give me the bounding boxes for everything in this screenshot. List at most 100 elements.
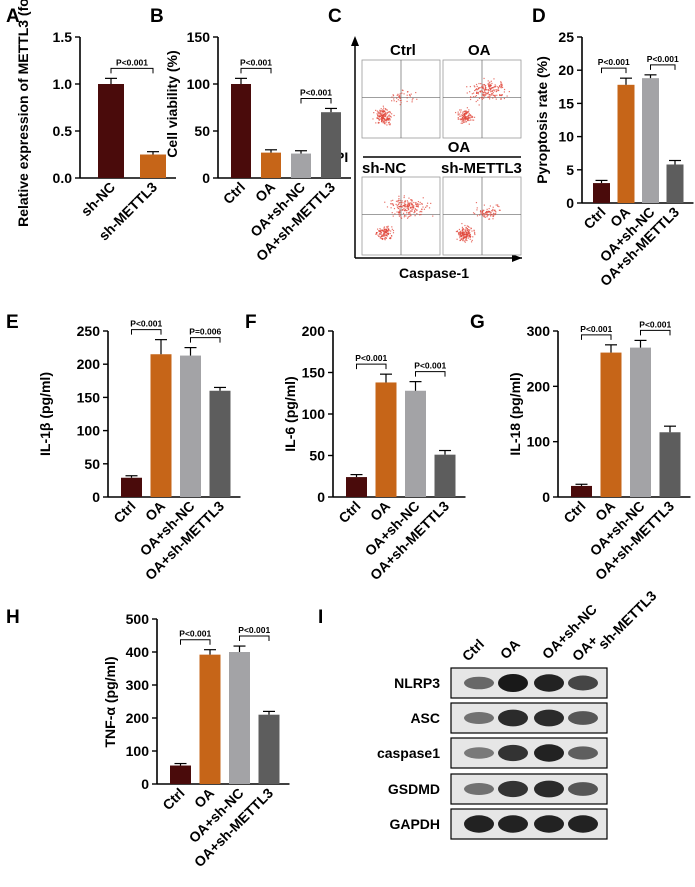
flow-event-dot	[487, 84, 490, 87]
flow-event-dot	[463, 116, 465, 118]
flow-event-dot	[422, 197, 424, 199]
flow-event-dot	[396, 94, 398, 97]
flow-event-dot	[466, 235, 468, 237]
flow-event-dot	[384, 234, 386, 236]
flow-event-dot	[396, 205, 398, 207]
flow-event-dot	[489, 86, 491, 88]
flow-event-dot	[408, 205, 410, 207]
flow-x-axis-label: Caspase-1	[399, 265, 469, 281]
flow-event-dot	[466, 86, 468, 88]
flow-event-dot	[461, 228, 464, 230]
flow-event-dot	[405, 205, 407, 208]
flow-event-dot	[473, 85, 475, 87]
flow-event-dot	[397, 99, 399, 101]
flow-group-label: OA	[448, 139, 471, 156]
flow-event-dot	[389, 119, 391, 121]
flow-event-dot	[388, 111, 390, 113]
bar	[659, 432, 681, 497]
flow-event-dot	[486, 208, 488, 210]
flow-event-dot	[406, 200, 408, 202]
flow-event-dot	[389, 118, 391, 120]
flow-event-dot	[375, 233, 377, 235]
flow-event-dot	[375, 109, 377, 111]
flow-event-dot	[411, 200, 413, 202]
flow-event-dot	[462, 232, 464, 234]
flow-event-dot	[485, 93, 487, 95]
flow-event-dot	[380, 110, 383, 112]
flow-event-dot	[492, 208, 494, 211]
flow-event-dot	[381, 235, 383, 237]
flow-event-dot	[469, 117, 471, 119]
flow-event-dot	[470, 227, 472, 229]
flow-event-dot	[479, 210, 482, 212]
flow-event-dot	[384, 111, 386, 113]
flow-event-dot	[465, 239, 467, 241]
flow-event-dot	[406, 100, 408, 103]
flow-event-dot	[465, 236, 467, 238]
flow-event-dot	[464, 115, 466, 117]
flow-event-dot	[373, 112, 375, 114]
flow-event-dot	[491, 82, 493, 85]
flow-event-dot	[479, 210, 482, 213]
flow-event-dot	[493, 94, 495, 97]
flow-event-dot	[508, 90, 510, 93]
y-tick-label: 200	[527, 378, 551, 394]
flow-event-dot	[409, 212, 411, 214]
flow-event-dot	[486, 211, 489, 213]
flow-event-dot	[466, 117, 468, 120]
flow-event-dot	[413, 212, 415, 214]
flow-event-dot	[482, 87, 484, 89]
y-tick-label: 0	[566, 195, 574, 211]
flow-event-dot	[385, 118, 388, 120]
flow-event-dot	[399, 209, 401, 211]
bar	[642, 78, 659, 203]
flow-event-dot	[465, 234, 467, 236]
flow-event-dot	[426, 202, 429, 204]
flow-event-dot	[398, 211, 400, 213]
flow-event-dot	[386, 229, 388, 232]
flow-event-dot	[475, 100, 477, 103]
flow-event-dot	[414, 208, 417, 210]
flow-event-dot	[388, 118, 390, 120]
y-tick-label: 25	[558, 29, 574, 45]
flow-event-dot	[409, 213, 411, 216]
flow-event-dot	[415, 203, 417, 205]
flow-event-dot	[426, 205, 428, 207]
flow-event-dot	[473, 229, 475, 231]
flow-event-dot	[403, 205, 406, 207]
flow-event-dot	[378, 233, 381, 235]
flow-event-dot	[399, 93, 401, 95]
bar	[593, 183, 610, 203]
flow-event-dot	[488, 214, 490, 216]
flow-event-dot	[386, 232, 389, 235]
flow-top-label-oa: OA	[468, 42, 491, 59]
flow-event-dot	[400, 216, 402, 218]
flow-event-dot	[487, 93, 489, 95]
flow-event-dot	[499, 94, 501, 96]
significance-bracket	[415, 371, 446, 377]
flow-event-dot	[380, 115, 382, 118]
flow-event-dot	[456, 238, 458, 240]
flow-event-dot	[417, 203, 419, 205]
p-value-label: P<0.001	[647, 54, 679, 64]
flow-event-dot	[375, 232, 378, 234]
flow-event-dot	[467, 111, 469, 113]
y-tick-label: 250	[77, 323, 101, 339]
flow-event-dot	[386, 109, 388, 111]
flow-event-dot	[464, 116, 467, 118]
flow-event-dot	[383, 121, 385, 124]
flow-event-dot	[403, 93, 405, 95]
flow-event-dot	[403, 214, 406, 217]
flow-event-dot	[462, 227, 464, 230]
y-axis-label: IL-1β (pg/ml)	[37, 372, 53, 456]
significance-bracket	[300, 97, 332, 104]
flow-event-dot	[489, 94, 491, 96]
protein-label: GSDMD	[388, 781, 440, 797]
bar	[121, 477, 142, 497]
y-tick-label: 20	[558, 62, 574, 78]
flow-event-dot	[500, 84, 502, 86]
flow-event-dot	[391, 203, 393, 205]
flow-event-dot	[413, 201, 415, 204]
significance-bracket	[239, 635, 270, 642]
flow-event-dot	[484, 216, 486, 218]
